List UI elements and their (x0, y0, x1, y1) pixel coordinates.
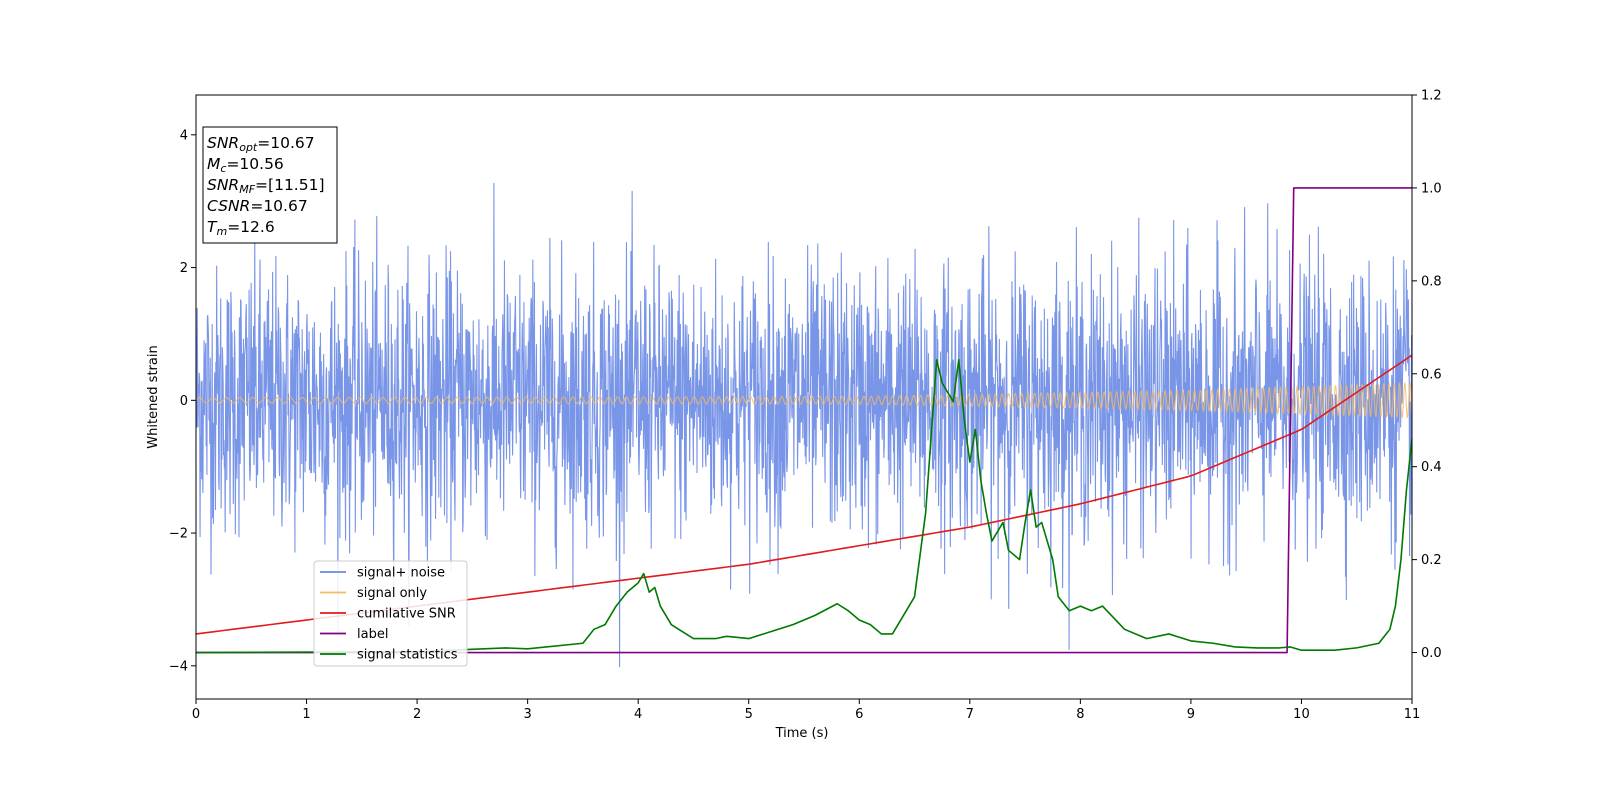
y-right-tick-label: 0.4 (1421, 460, 1442, 475)
y-left-tick-label: −4 (169, 659, 188, 674)
x-tick-label: 3 (523, 707, 531, 722)
annotation-value: =10.56 (226, 155, 283, 173)
annotation-subscript: opt (239, 141, 258, 154)
legend-frame (313, 560, 468, 667)
annotation-subscript: m (216, 225, 227, 238)
x-tick-label: 7 (966, 707, 974, 722)
x-tick-label: 0 (192, 707, 200, 722)
annotation-symbol: SNR (207, 176, 239, 194)
y-right-tick-label: 0.6 (1421, 367, 1442, 382)
annotation-value: =12.6 (227, 218, 275, 236)
series-signal-statistics-line (196, 359, 1412, 654)
annotation-line: SNRopt=10.67 (207, 134, 315, 154)
x-axis: 0 1 2 3 4 5 6 7 8 9 10 11 (192, 699, 1420, 722)
y-right-tick-label: 0.0 (1421, 646, 1442, 661)
y-right-tick-label: 0.2 (1421, 553, 1442, 568)
annotation-symbol: T (207, 218, 218, 236)
annotation-value: =10.67 (250, 197, 307, 215)
annotation-value: =10.67 (257, 134, 314, 152)
y-right-tick-label: 1.2 (1421, 89, 1442, 104)
annotation-line: Mc=10.56 (207, 155, 284, 175)
y-right-tick-label: 1.0 (1421, 181, 1442, 196)
x-tick-label: 5 (745, 707, 753, 722)
annotation-line: Tm=12.6 (207, 218, 275, 238)
legend-label: signal only (357, 586, 427, 601)
annotation-subscript: c (220, 162, 226, 175)
y-axis-left: −4 −2 0 2 4 (169, 128, 196, 674)
x-tick-label: 2 (413, 707, 421, 722)
y-axis-label: Whitened strain (146, 345, 161, 448)
annotation-value: =[11.51] (255, 176, 324, 194)
legend-label: cumilative SNR (357, 607, 456, 622)
annotation-subscript: MF (239, 183, 255, 196)
annotation-symbol: M (207, 155, 220, 173)
x-tick-label: 1 (302, 707, 310, 722)
plot-frame (195, 94, 1413, 700)
annotation-frame (202, 126, 338, 244)
series-label-line (196, 187, 1412, 654)
x-tick-label: 10 (1293, 707, 1310, 722)
y-left-tick-label: 4 (180, 128, 188, 143)
annotation-line: CSNR=10.67 (207, 197, 308, 215)
y-left-tick-label: −2 (169, 527, 188, 542)
annotation-line: SNRMF=[11.51] (207, 176, 325, 196)
annotation-symbol: SNR (207, 134, 239, 152)
legend-label: label (357, 627, 388, 642)
legend: signal+ noise signal only cumilative SNR la… (313, 560, 468, 667)
x-tick-label: 6 (855, 707, 863, 722)
x-axis-label: Time (s) (775, 726, 829, 741)
annotation-box: SNRopt=10.67Mc=10.56SNRMF=[11.51]CSNR=10… (202, 126, 338, 244)
x-tick-label: 11 (1404, 707, 1421, 722)
series-signal-only-line (196, 381, 1412, 419)
series-signal-noise-line (196, 182, 1412, 668)
x-tick-label: 9 (1187, 707, 1195, 722)
y-left-tick-label: 2 (180, 261, 188, 276)
annotation-symbol: CSNR (207, 197, 250, 215)
y-axis-right: 0.0 0.2 0.4 0.6 0.8 1.0 1.2 (1412, 89, 1442, 661)
legend-label: signal+ noise (357, 566, 445, 581)
y-left-tick-label: 0 (180, 394, 188, 409)
x-tick-label: 4 (634, 707, 642, 722)
x-tick-label: 8 (1076, 707, 1084, 722)
y-right-tick-label: 0.8 (1421, 274, 1442, 289)
legend-label: signal statistics (357, 648, 458, 663)
